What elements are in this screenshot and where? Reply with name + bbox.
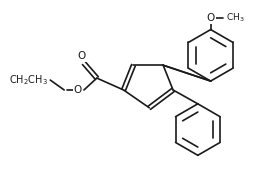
Text: O: O <box>74 85 82 95</box>
Text: O: O <box>78 51 86 61</box>
Text: CH$_3$: CH$_3$ <box>225 11 244 24</box>
Text: O: O <box>207 13 215 23</box>
Text: CH$_2$CH$_3$: CH$_2$CH$_3$ <box>9 73 48 87</box>
